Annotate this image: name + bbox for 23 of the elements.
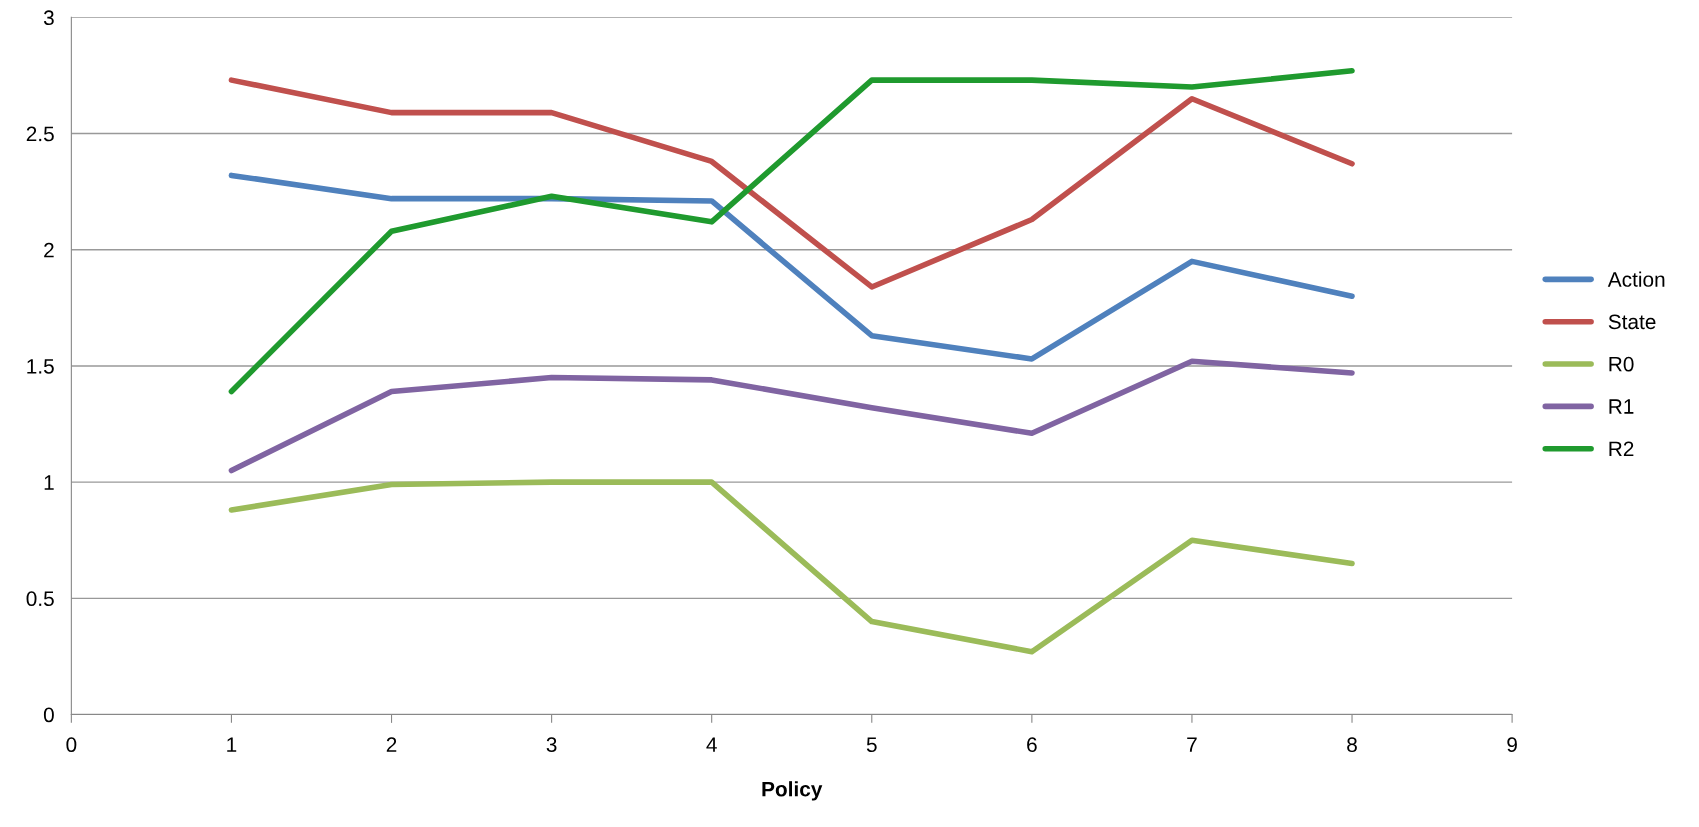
x-tick-label: 8: [1347, 737, 1357, 753]
y-tick-label: 1: [44, 475, 54, 490]
legend-label: State: [1608, 314, 1656, 330]
x-tick-label: 6: [1027, 737, 1037, 753]
x-tick-label: 7: [1187, 737, 1197, 752]
x-tick-label: 5: [866, 737, 877, 753]
y-tick-label: 2: [44, 242, 54, 258]
legend-label: Action: [1607, 271, 1665, 287]
y-tick-label: 2.5: [26, 126, 54, 142]
legend-label: R2: [1609, 441, 1634, 457]
x-tick-label: 0: [66, 737, 77, 753]
x-tick-label: 9: [1507, 737, 1517, 753]
x-tick-label: 2: [386, 737, 397, 752]
y-tick-label: 3: [43, 10, 54, 26]
x-axis-title: Policy: [762, 781, 823, 801]
legend-label: R1: [1609, 399, 1634, 414]
y-tick-label: 0: [43, 707, 54, 723]
y-tick-label: 1.5: [27, 359, 54, 374]
legend-label: R0: [1609, 356, 1634, 372]
x-tick-label: 3: [546, 737, 557, 753]
x-tick-label: 1: [227, 737, 237, 752]
y-tick-label: 0.5: [26, 591, 54, 607]
x-tick-label: 4: [706, 737, 717, 752]
